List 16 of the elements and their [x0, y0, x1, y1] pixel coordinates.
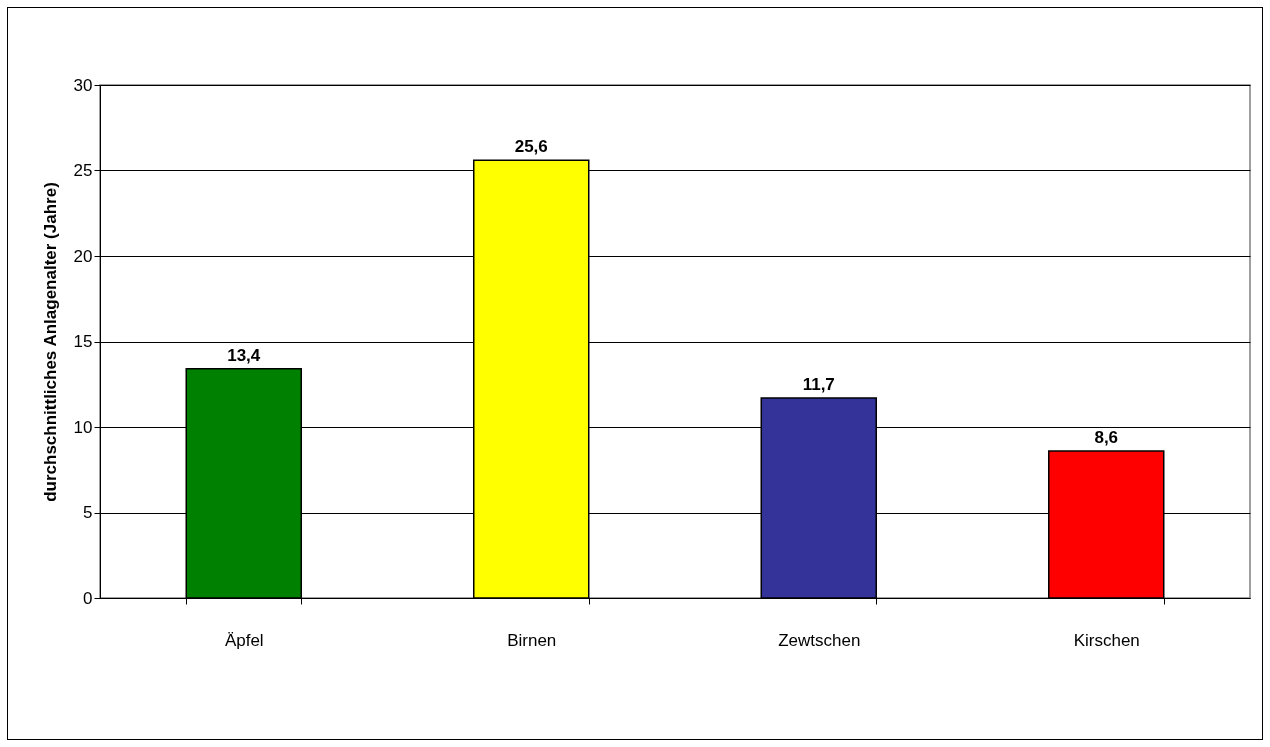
- y-tick-label: 5: [83, 503, 93, 522]
- y-tick-label: 15: [73, 332, 93, 351]
- data-label: 11,7: [802, 374, 835, 394]
- x-tick-label: Kirschen: [1073, 630, 1140, 650]
- x-tick-label: Birnen: [507, 630, 557, 650]
- y-axis-title: durchschnittliches Anlagenalter (Jahre): [40, 182, 60, 502]
- data-label: 8,6: [1094, 427, 1119, 447]
- y-tick-label: 0: [83, 588, 93, 608]
- data-label: 13,4: [227, 345, 261, 365]
- y-tick-label: 25: [73, 161, 93, 180]
- x-tick-label: Äpfel: [224, 630, 264, 650]
- y-tick-label: 30: [73, 75, 93, 95]
- y-tick-label: 10: [73, 417, 93, 437]
- y-tick-label: 20: [73, 246, 93, 266]
- data-label: 25,6: [514, 137, 548, 157]
- x-tick-label: Zewtschen: [778, 630, 861, 650]
